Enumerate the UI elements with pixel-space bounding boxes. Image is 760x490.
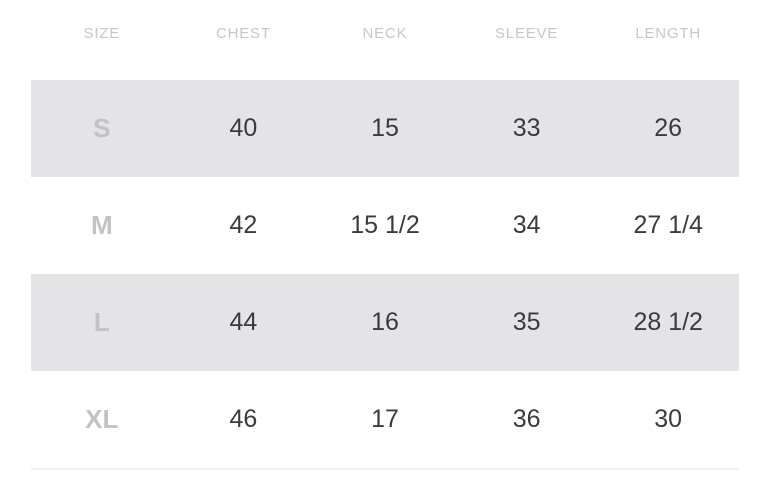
neck-cell: 17: [371, 405, 399, 433]
chest-cell: 44: [229, 308, 258, 336]
size-cell: S: [93, 113, 111, 143]
size-cell: XL: [85, 404, 119, 434]
length-cell: 28 1/2: [633, 308, 703, 336]
chest-cell: 42: [229, 211, 258, 239]
neck-cell: 16: [371, 308, 399, 336]
table-body: S 40 15 33 26 M 42 15 1/2 34 27 1/4 L 44…: [31, 80, 739, 468]
column-header-length: LENGTH: [635, 24, 702, 42]
length-cell: 26: [654, 114, 683, 142]
table-row: XL 46 17 36 30: [31, 371, 739, 468]
column-header-neck: NECK: [362, 24, 408, 42]
table-row: S 40 15 33 26: [31, 80, 739, 177]
chest-cell: 40: [229, 114, 258, 142]
size-cell: M: [90, 210, 113, 240]
length-cell: 27 1/4: [633, 211, 703, 239]
neck-cell: 15 1/2: [350, 211, 420, 239]
length-cell: 30: [654, 405, 683, 433]
column-header-chest: CHEST: [215, 24, 271, 42]
column-header-size: SIZE: [83, 24, 121, 42]
column-header-sleeve: SLEEVE: [495, 24, 559, 42]
table-row: M 42 15 1/2 34 27 1/4: [31, 177, 739, 274]
neck-cell: 15: [371, 114, 399, 142]
table-header-row: SIZE CHEST NECK SLEEVE LENGTH: [31, 0, 739, 80]
sleeve-cell: 36: [512, 405, 541, 433]
chest-cell: 46: [229, 405, 258, 433]
size-cell: L: [93, 307, 110, 337]
table-row: L 44 16 35 28 1/2: [31, 274, 739, 371]
size-chart-table: SIZE CHEST NECK SLEEVE LENGTH S 40 15 33…: [31, 0, 739, 470]
sleeve-cell: 33: [512, 114, 541, 142]
sleeve-cell: 34: [512, 211, 541, 239]
sleeve-cell: 35: [512, 308, 541, 336]
